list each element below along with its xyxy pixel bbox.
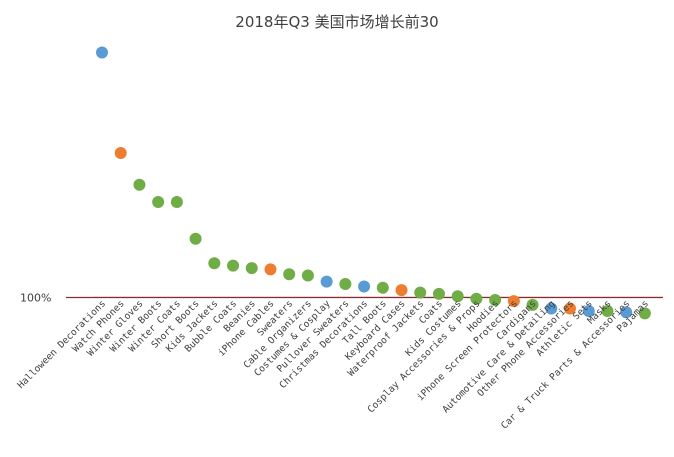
data-point-19 [432,287,445,300]
reference-line-label: 100% [20,292,51,305]
data-point-8 [227,259,240,272]
data-point-14 [339,278,352,291]
data-point-26 [564,302,576,315]
data-points [96,46,651,320]
data-point-18 [414,286,427,299]
data-point-5 [170,195,183,208]
data-point-29 [620,306,633,319]
chart-title: 2018年Q3 美国市场增长前30 [235,13,438,31]
data-point-30 [638,307,651,320]
data-point-24 [526,298,539,311]
data-point-10 [264,263,277,276]
data-point-13 [320,275,333,288]
data-point-25 [545,302,558,315]
data-point-27 [582,304,595,317]
data-point-3 [133,178,146,191]
data-point-21 [470,292,483,305]
data-point-7 [208,257,221,270]
data-point-11 [283,268,296,281]
data-point-17 [395,284,408,297]
data-point-6 [189,232,202,245]
data-point-28 [601,304,614,317]
data-point-2 [114,146,127,159]
data-point-9 [245,262,258,275]
data-point-1 [96,46,108,59]
data-point-4 [152,195,165,208]
data-point-16 [376,281,389,294]
data-point-23 [507,295,520,308]
data-point-12 [301,269,314,282]
data-point-15 [358,280,371,293]
data-point-20 [451,290,464,303]
data-point-22 [489,293,502,306]
